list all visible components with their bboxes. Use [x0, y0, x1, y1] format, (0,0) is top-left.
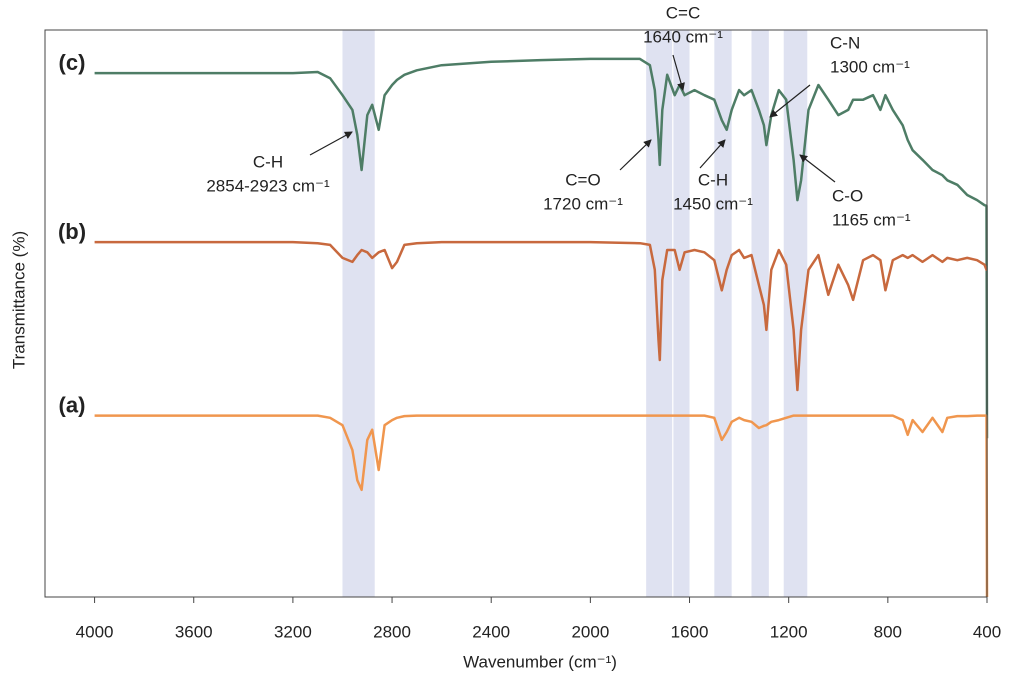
annotation-arrow	[619, 139, 652, 171]
x-tick-label: 2400	[472, 622, 510, 641]
annotation-text: C-N	[830, 33, 860, 52]
y-axis-label: Transmittance (%)	[9, 231, 28, 369]
series-label: (b)	[58, 219, 86, 244]
highlight-band	[342, 30, 375, 597]
annotation-text: 1640 cm⁻¹	[643, 27, 723, 46]
annotation-text: 1165 cm⁻¹	[832, 210, 911, 229]
annotation-text: C-O	[832, 186, 863, 205]
highlight-band	[751, 30, 769, 597]
annotation-text: C-H	[253, 152, 283, 171]
annotation-text: C=O	[565, 170, 600, 189]
annotation-text: 1450 cm⁻¹	[673, 194, 753, 213]
x-tick-label: 3200	[274, 622, 312, 641]
spectrum-line	[94, 240, 988, 392]
annotation-text: C=C	[666, 3, 700, 22]
x-tick-label: 1200	[770, 622, 808, 641]
annotation-arrow	[699, 139, 726, 169]
annotation-text: 2854-2923 cm⁻¹	[206, 176, 330, 195]
series-label: (c)	[59, 50, 86, 75]
x-tick-label: 2800	[373, 622, 411, 641]
x-axis-label: Wavenumber (cm⁻¹)	[463, 652, 617, 671]
annotation-arrow	[309, 131, 353, 156]
annotation-text: 1300 cm⁻¹	[830, 57, 910, 76]
x-tick-label: 2000	[571, 622, 609, 641]
annotation-text: 1720 cm⁻¹	[543, 194, 623, 213]
annotation-arrow	[672, 54, 685, 91]
series-label: (a)	[59, 392, 86, 417]
highlight-band	[673, 30, 690, 597]
spectrum-line	[94, 414, 989, 598]
x-tick-label: 800	[874, 622, 902, 641]
plot-frame	[44, 29, 988, 598]
x-tick-label: 400	[973, 622, 1001, 641]
x-tick-label: 4000	[76, 622, 114, 641]
annotation-arrow	[799, 154, 836, 183]
x-tick-label: 3600	[175, 622, 213, 641]
spectrum-line	[94, 57, 989, 439]
annotation-text: C-H	[698, 170, 728, 189]
x-tick-label: 1600	[671, 622, 709, 641]
highlight-band	[714, 30, 732, 597]
highlight-band	[646, 30, 673, 597]
annotation-arrow	[769, 84, 811, 118]
